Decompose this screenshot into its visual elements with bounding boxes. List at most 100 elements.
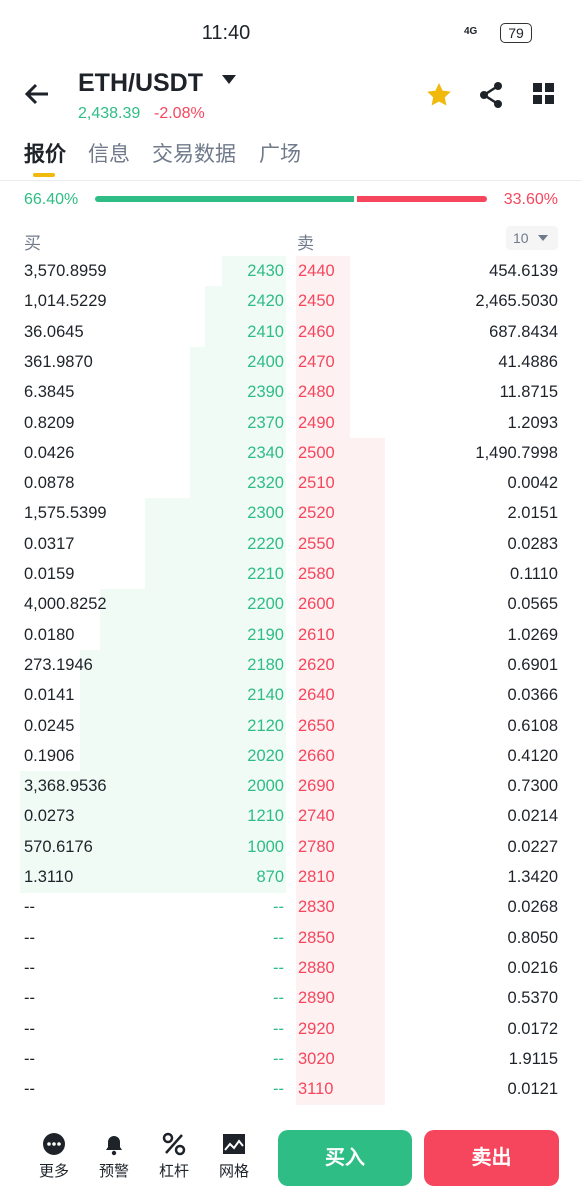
ask-amount: 1.0269 [507,625,558,644]
network: 4G [464,26,478,37]
bid-amount: -- [24,1019,35,1038]
bid-amount: -- [24,898,35,917]
ask-price: 2620 [298,655,335,674]
bid-depth [20,801,286,833]
order-row: 0.8209 2370 2490 1.2093 [0,408,582,438]
tab[interactable]: 交易数据 [152,143,236,166]
order-row: 0.0245 2120 2650 0.6108 [0,711,582,741]
ask-depth [296,1043,385,1075]
buy-ratio-bar [95,196,354,202]
bid-depth [190,468,286,499]
nav-grid[interactable]: 网格 [209,1132,259,1181]
bid-depth [80,740,286,772]
ask-depth [296,1013,385,1045]
bid-amount: -- [24,989,35,1008]
tab[interactable]: 信息 [88,143,130,166]
ask-price: 3020 [298,1049,335,1068]
bid-amount: -- [24,928,35,947]
ask-amount: 1.3420 [507,868,558,886]
ask-amount: 0.0366 [507,686,558,705]
bid-amount: 1,575.5399 [24,504,107,523]
bid-price: 2370 [247,413,284,432]
pair-title[interactable]: ETH/USDT [78,69,203,97]
order-row: 3,570.8959 2430 2440 454.6139 [0,256,582,286]
bid-price: 2220 [247,534,284,553]
bid-price: -- [273,1080,284,1099]
bid-price: 2200 [247,595,284,614]
ask-amount: 0.0283 [507,534,558,553]
buy-ratio: 66.40% [24,191,79,208]
bid-depth [20,771,286,802]
buy-label: 买 [24,234,41,253]
order-row: 0.0141 2140 2640 0.0366 [0,680,582,710]
ask-amount: 0.7300 [507,777,558,796]
tab[interactable]: 广场 [259,143,301,166]
order-row: 361.9870 2400 2470 41.4886 [0,347,582,377]
ask-price: 2510 [298,474,335,493]
depth-value: 10 [513,230,529,246]
sell-button[interactable]: 卖出 [424,1130,559,1186]
bid-price: -- [273,898,284,917]
order-row: 273.1946 2180 2620 0.6901 [0,650,582,680]
ask-amount: 0.1110 [509,565,558,583]
order-row: -- -- 3110 0.0121 [0,1074,582,1104]
favorite-star[interactable] [426,82,452,108]
bid-price: 2300 [247,504,284,523]
ask-depth [296,559,385,590]
bid-depth [100,619,286,651]
battery: 79 [500,23,532,43]
share-button[interactable] [479,82,503,108]
bid-depth [190,346,286,378]
bid-price: 1210 [247,807,284,826]
ask-depth [296,316,350,348]
bid-price: 2420 [247,292,284,311]
nav-label: 网格 [218,1163,249,1180]
ask-amount: 0.0268 [507,898,558,917]
layout-button[interactable] [533,83,555,105]
ask-price: 2550 [298,534,335,553]
bid-depth [145,528,286,560]
bid-price: 2020 [247,746,284,765]
back-button[interactable] [24,82,50,106]
ask-price: 2470 [298,352,335,371]
bid-depth [190,437,286,469]
ask-amount: 0.8050 [507,928,558,947]
bid-price: 2320 [247,474,284,493]
ask-depth [296,922,385,954]
buy-button[interactable]: 买入 [278,1130,412,1186]
sell-label: 卖 [297,234,314,253]
bid-amount: -- [24,1049,35,1068]
bid-amount: 0.0159 [24,565,75,583]
bid-depth [145,559,286,590]
depth-selector[interactable]: 10 [506,226,558,250]
order-row: 0.0317 2220 2550 0.0283 [0,529,582,559]
ask-amount: 1.9115 [508,1049,558,1068]
ask-depth [296,528,385,560]
ask-amount: 687.8434 [489,322,558,341]
order-row: -- -- 2830 0.0268 [0,892,582,922]
tab[interactable]: 报价 [24,143,66,166]
ask-amount: 0.0227 [507,837,558,856]
ask-price: 2460 [298,322,335,341]
nav-margin[interactable]: 杠杆 [149,1132,199,1181]
bid-amount: 0.8209 [24,413,75,432]
pair-dropdown[interactable] [221,74,237,86]
bid-amount: 0.0273 [24,807,75,826]
ask-depth [296,649,385,681]
bid-price: 2390 [247,383,284,402]
nav-alert[interactable]: 预警 [89,1132,139,1181]
nav-more[interactable]: 更多 [29,1132,79,1181]
order-row: 1.3110 870 2810 1.3420 [0,862,582,892]
bid-amount: 36.0645 [24,322,84,341]
ask-price: 2440 [298,262,335,280]
ask-amount: 0.5370 [507,989,558,1008]
ask-price: 2650 [298,716,335,735]
ask-price: 2640 [298,686,335,705]
bid-price: -- [273,1049,284,1068]
bid-amount: 0.0141 [24,686,75,705]
nav-label: 杠杆 [158,1163,189,1180]
bid-amount: 6.3845 [24,383,75,402]
ask-depth [296,983,385,1014]
bid-price: -- [273,1019,284,1038]
order-row: 0.0159 2210 2580 0.1110 [0,559,582,589]
